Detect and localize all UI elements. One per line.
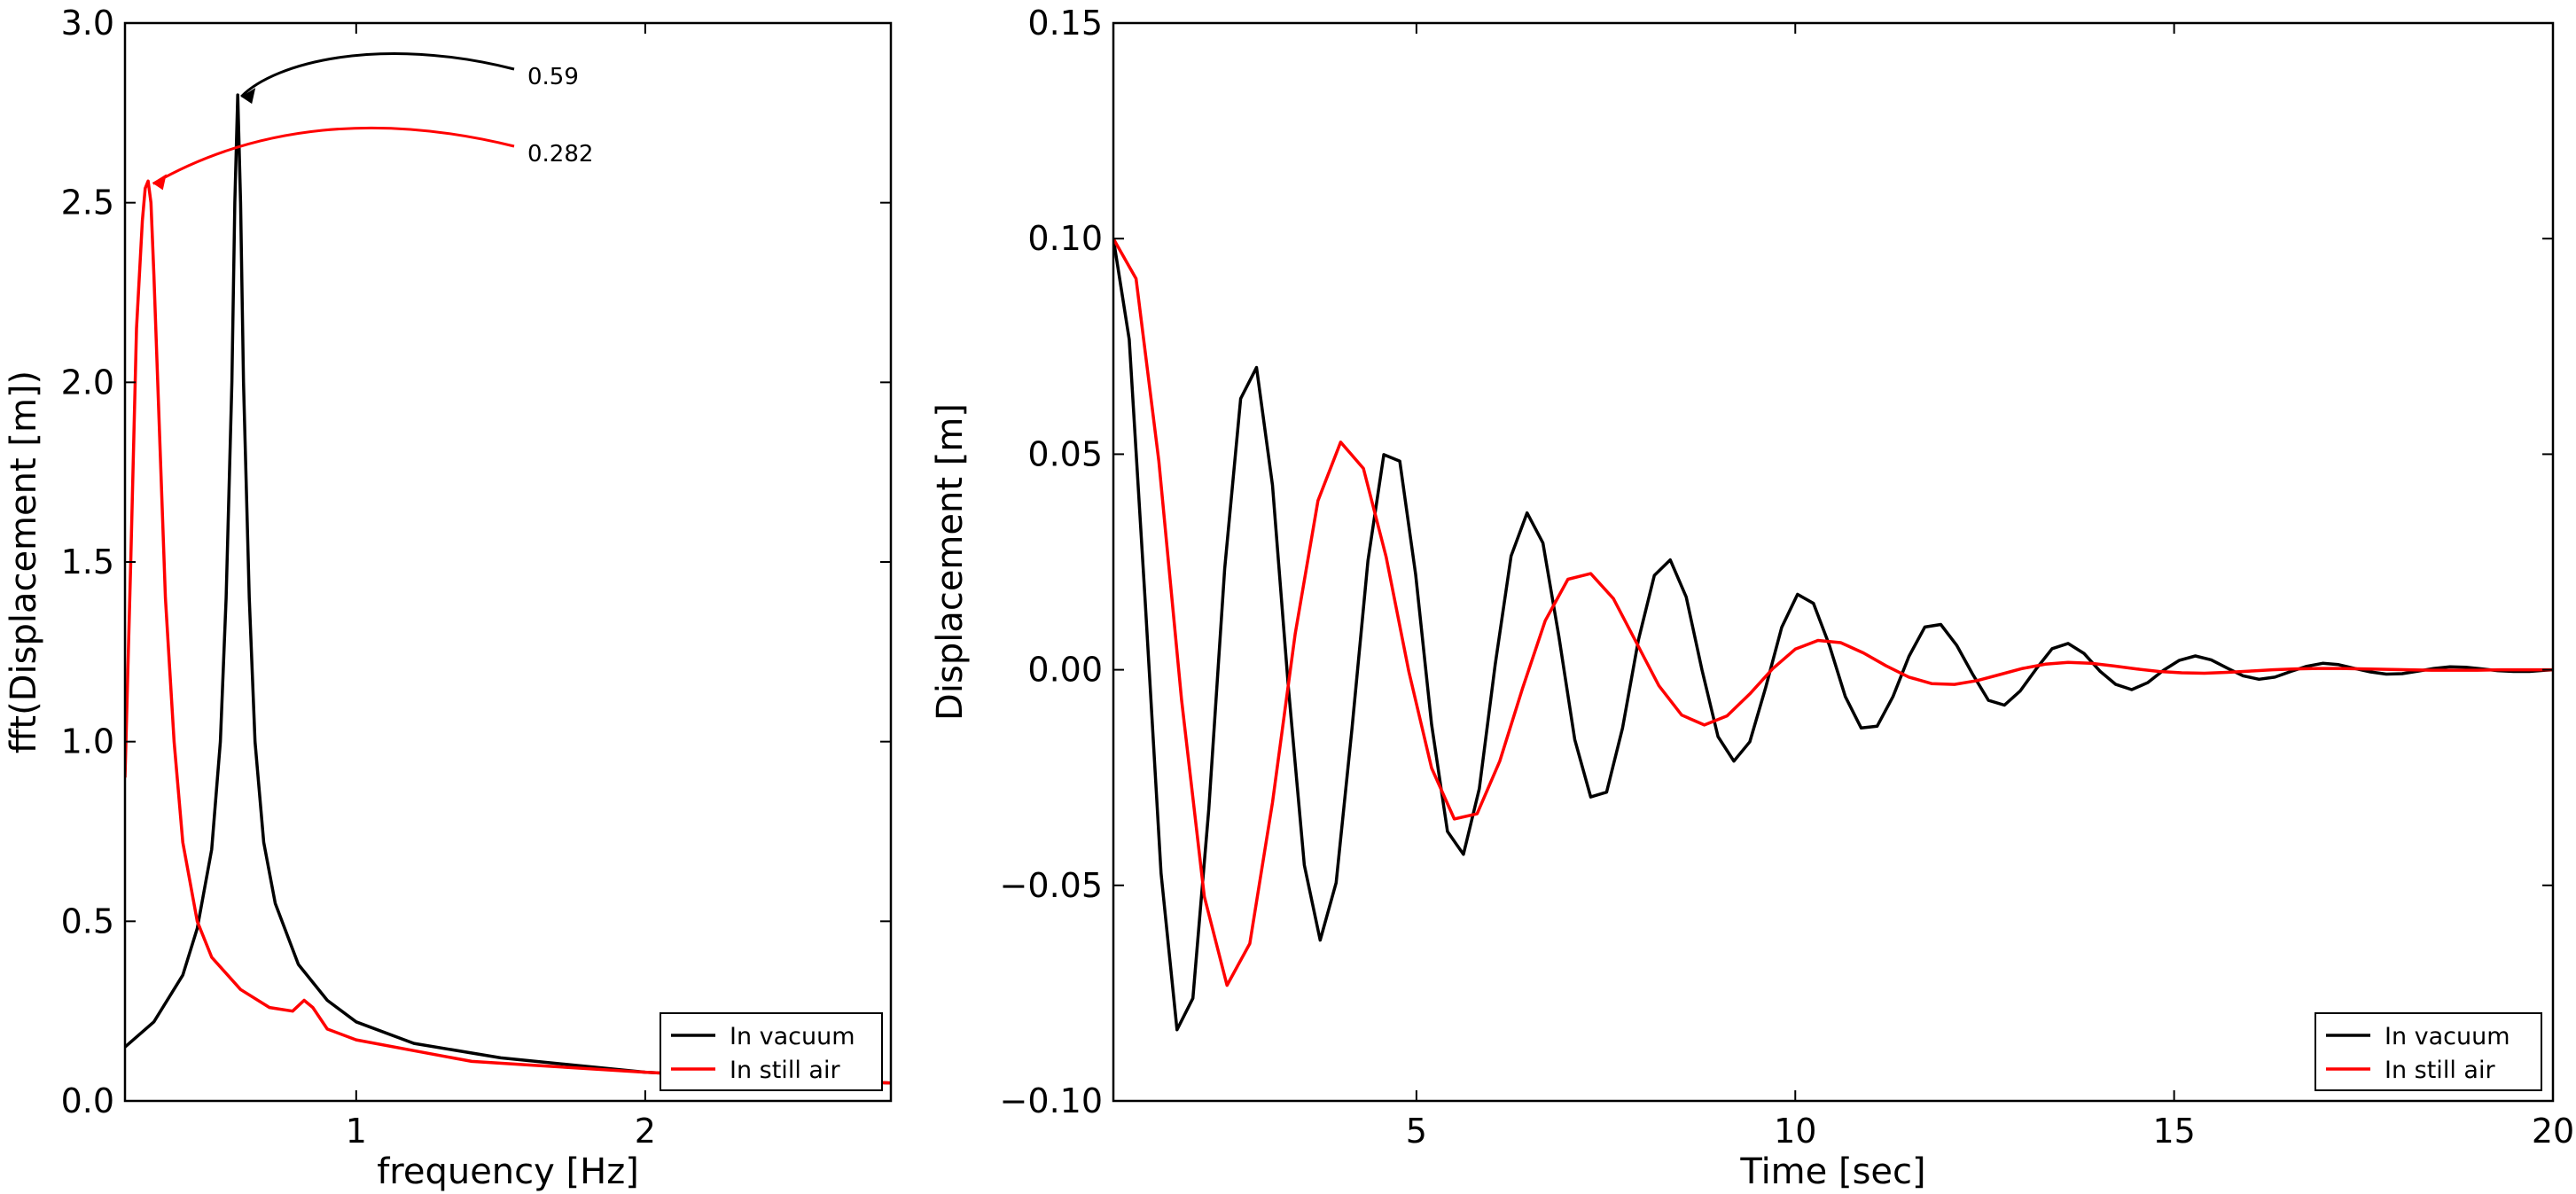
x-tick-label: 2 [635, 1112, 656, 1151]
y-tick-label: 2.0 [61, 363, 114, 402]
annotation-label: 0.282 [527, 141, 593, 168]
y-axis-label: fft(Displacement [m]) [4, 371, 44, 753]
annotation-arrowhead [152, 174, 167, 191]
legend-label: In vacuum [2385, 1023, 2510, 1050]
series-line-in-still-air [125, 179, 891, 1085]
time-chart: 5 10 15 20 −0.10 −0.05 0.00 0.05 0.10 0.15 Time [s… [930, 4, 2574, 1192]
legend-label: In vacuum [730, 1023, 855, 1050]
annotation-arrow [152, 126, 515, 185]
plot-frame [1112, 21, 2555, 1103]
y-tick-label: 2.5 [61, 183, 114, 222]
x-tick-label: 15 [2152, 1112, 2195, 1151]
legend-box [660, 1012, 883, 1091]
x-tick-label: 20 [2532, 1112, 2574, 1151]
legend-label: In still air [2385, 1057, 2495, 1084]
legend-label: In still air [730, 1057, 840, 1084]
x-tick-label: 10 [1774, 1112, 1816, 1151]
annotation-arrowhead [241, 88, 256, 105]
x-tick-label: 5 [1406, 1112, 1427, 1151]
series-line-in-still-air [1113, 238, 2553, 987]
y-tick-label: 0.15 [1027, 4, 1103, 43]
series-line-in-vacuum [125, 93, 891, 1085]
annotation-arrow [240, 51, 515, 98]
series-line-in-vacuum [1113, 238, 2553, 1032]
fft-chart: 1 2 0.0 0.5 1.0 1.5 2.0 2.5 3.0 frequency [Hz] fft… [4, 4, 893, 1192]
legend-box [2314, 1012, 2542, 1091]
legend: In vacuum In still air [2314, 1012, 2542, 1091]
legend: In vacuum In still air [660, 1012, 883, 1091]
y-tick-label: 0.0 [61, 1081, 114, 1120]
x-axis-label: Time [sec] [1739, 1151, 1925, 1192]
y-tick-label: 0.00 [1027, 651, 1103, 690]
y-tick-label: 0.10 [1027, 219, 1103, 258]
x-tick-label: 1 [346, 1112, 367, 1151]
y-tick-label: 1.5 [61, 542, 114, 581]
x-axis-label: frequency [Hz] [377, 1151, 639, 1192]
y-tick-label: 0.05 [1027, 434, 1103, 473]
y-tick-label: −0.05 [1000, 866, 1103, 905]
annotation-label: 0.59 [527, 64, 579, 90]
y-tick-label: −0.10 [1000, 1081, 1103, 1120]
y-tick-label: 3.0 [61, 4, 114, 43]
y-axis-label: Displacement [m] [930, 403, 971, 721]
y-tick-label: 1.0 [61, 722, 114, 761]
y-tick-label: 0.5 [61, 901, 114, 940]
